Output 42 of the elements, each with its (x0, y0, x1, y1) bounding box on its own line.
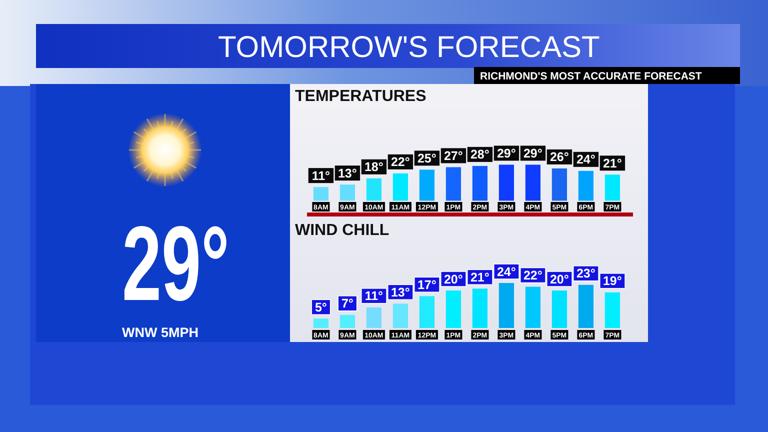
chart-title: TEMPERATURES (295, 88, 427, 105)
data-label: 26° (550, 150, 569, 164)
bar (552, 290, 567, 328)
text: WNW 5MPH (122, 325, 198, 340)
bar (604, 292, 620, 328)
data-label: 20° (550, 272, 569, 286)
data-label: 13° (391, 285, 410, 300)
data-label: 18° (364, 160, 384, 174)
text: TOMORROW'S FORECAST (218, 31, 600, 64)
data-label: 22° (523, 268, 542, 283)
chart-title: WIND CHILL (295, 222, 390, 239)
bar (498, 283, 514, 328)
data-label: 13° (338, 166, 357, 180)
bar (366, 307, 382, 328)
data-label: 21° (602, 156, 622, 170)
data-label: 17° (417, 278, 436, 292)
data-label: 29° (496, 146, 516, 160)
data-label: 19° (602, 274, 622, 288)
bar (392, 304, 408, 328)
data-label: 23° (576, 266, 596, 281)
bar (472, 288, 488, 328)
bar (313, 318, 329, 328)
data-label: 28° (470, 148, 490, 162)
data-label: 5° (314, 300, 327, 314)
data-label: 21° (470, 270, 490, 284)
data-label: 20° (444, 272, 463, 286)
text: RICHMOND'S MOST ACCURATE FORECAST (480, 70, 702, 82)
data-label: 24° (576, 152, 596, 167)
data-label: 11° (312, 168, 330, 183)
data-label: 25° (417, 151, 436, 166)
bar (340, 314, 356, 328)
text: 29° (122, 204, 230, 324)
bar (578, 284, 594, 328)
data-label: 27° (444, 148, 463, 163)
data-label: 29° (523, 146, 542, 160)
bar (446, 290, 462, 328)
data-label: 7° (341, 296, 354, 311)
bar (419, 296, 435, 328)
data-label: 24° (496, 264, 516, 279)
data-label: 11° (364, 289, 384, 304)
data-label: 22° (391, 155, 410, 170)
bar (525, 286, 540, 328)
